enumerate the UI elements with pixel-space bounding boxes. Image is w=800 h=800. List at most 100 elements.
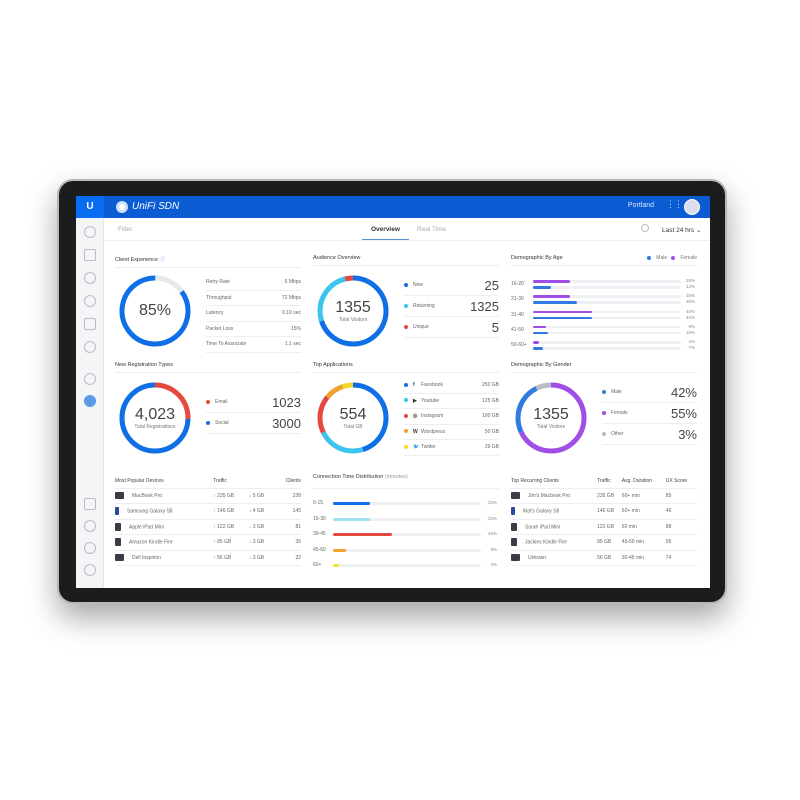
- top-applications-panel: Top Applications 554 Total GB f Facebook 25…: [313, 362, 499, 467]
- client-duration: 60+ min: [621, 503, 666, 520]
- audience-overview-panel: Audience Overview 1355 Total Visitors New…: [313, 255, 499, 360]
- metric-label: Packet Loss: [206, 325, 234, 332]
- metric-row: Throughput 72 Mbps: [206, 291, 301, 306]
- site-selector[interactable]: Portland: [627, 202, 654, 209]
- legend-dot: [602, 410, 606, 415]
- female-percent: 4%: [688, 339, 695, 345]
- donut-segment: [317, 382, 389, 454]
- table-row[interactable]: Jim's Macbook Pro 235 GB 60+ min 85: [511, 488, 697, 504]
- filter-input[interactable]: Filter: [118, 226, 133, 233]
- tab-overview[interactable]: Overview: [362, 226, 409, 240]
- female-percent: 25%: [685, 278, 695, 283]
- devices-icon[interactable]: [84, 295, 96, 307]
- client-name: Mat's Galaxy S8: [523, 508, 560, 515]
- connection-bar: [333, 502, 370, 505]
- table-row[interactable]: MacBook Pro ↑ 235 GB ↓ 5 GB 238: [115, 488, 301, 504]
- client-duration: 60+ min: [621, 488, 666, 504]
- legend-value: 3000: [272, 415, 301, 431]
- device-name: MacBook Pro: [132, 493, 163, 500]
- legend-list: New 25 Returning 1325 Unique 5: [404, 275, 499, 338]
- avatar[interactable]: [684, 199, 700, 215]
- twitter-icon: 🐦: [413, 444, 420, 451]
- apps-grid-icon[interactable]: ⋮⋮: [666, 199, 683, 209]
- legend-dot: [602, 431, 606, 436]
- table-row[interactable]: Dell Inspirion ↑ 56 GB ↓ 3 GB 22: [115, 550, 301, 566]
- table-row[interactable]: Amazon Kindle Fire ↑ 85 GB ↓ 3 GB 35: [115, 534, 301, 551]
- table-row[interactable]: Jackies Kindle Fire 85 GB 45-60 min 95: [511, 534, 697, 551]
- legend-label: Male: [611, 389, 622, 395]
- legend-label: New: [413, 282, 424, 288]
- client-traffic: 235 GB: [597, 488, 622, 504]
- metric-label: Time To Associate: [206, 341, 247, 348]
- app-name: Instagram: [421, 413, 444, 420]
- female-percent: 25%: [685, 293, 695, 299]
- download-traffic: ↓ 3 GB: [248, 550, 275, 566]
- female-bar: [533, 341, 539, 344]
- bar-track: [333, 564, 481, 567]
- connection-row: 15-30 25%: [313, 512, 499, 528]
- col-clients: Clients: [274, 474, 301, 489]
- search-icon[interactable]: [641, 224, 649, 232]
- legend-dot: [404, 444, 408, 449]
- table-row[interactable]: Unkown 56 GB 30-45 min 74: [511, 550, 697, 566]
- table-row[interactable]: Apple iPad Mini ↑ 122 GB ↓ 3 GB 81: [115, 519, 301, 535]
- calendar-icon[interactable]: [84, 498, 96, 510]
- clients-count: 35: [274, 534, 301, 551]
- tablet-icon: [511, 538, 517, 547]
- wifi-analytics-icon[interactable]: [84, 395, 96, 407]
- info-icon[interactable]: ⓘ: [159, 257, 166, 263]
- client-name: Unkown: [528, 555, 547, 562]
- range-label: 30-45: [313, 531, 326, 537]
- wordpress-icon: W: [413, 428, 418, 435]
- ubiquiti-logo[interactable]: U: [76, 196, 104, 218]
- connection-time-panel: Connection Time Distribution (minutes) 0…: [313, 474, 499, 579]
- panel-title: Client Experience ⓘ: [115, 255, 301, 268]
- age-row: 21-30 25% 30%: [511, 292, 697, 307]
- percent-label: 40%: [487, 531, 497, 536]
- insights-icon[interactable]: [84, 341, 96, 353]
- metric-value: 15%: [290, 325, 301, 332]
- notifications-bell-icon[interactable]: [84, 520, 96, 532]
- map-icon[interactable]: [84, 272, 96, 284]
- age-label: 50-60+: [511, 342, 527, 349]
- security-shield-icon[interactable]: [84, 373, 96, 385]
- app-traffic: 50 GB: [484, 428, 499, 435]
- connection-row: 45-60 9%: [313, 543, 499, 559]
- panel-title: Demographic By Age: [511, 255, 697, 266]
- time-range-select[interactable]: Last 24 hrs ⌄: [662, 227, 702, 234]
- bar-track: [333, 517, 481, 521]
- legend-value: 1023: [272, 394, 301, 410]
- statistics-icon[interactable]: [84, 249, 96, 261]
- donut-segment: [317, 275, 389, 347]
- client-score: 46: [665, 503, 697, 520]
- clients-icon[interactable]: [84, 318, 96, 330]
- dashboard-icon[interactable]: [84, 226, 96, 238]
- legend-value: 42%: [670, 384, 697, 400]
- client-traffic: 56 GB: [597, 550, 622, 566]
- devices-table: Most Popular Devices Traffic Clients MacBo…: [115, 474, 301, 566]
- download-traffic: ↓ 4 GB: [248, 503, 275, 520]
- upload-traffic: ↑ 146 GB: [213, 503, 249, 520]
- app-row: f Facebook 250 GB: [404, 378, 499, 394]
- table-row[interactable]: Sarah iPad Mini 122 GB 60 min 88: [511, 519, 697, 535]
- legend-dot: [404, 413, 408, 418]
- table-row[interactable]: Samsung Galaxy S8 ↑ 146 GB ↓ 4 GB 145: [115, 503, 301, 520]
- tab-real-time[interactable]: Real Time: [417, 226, 447, 233]
- age-label: 16-20: [511, 281, 524, 287]
- percent-label: 4%: [490, 562, 497, 567]
- table-row[interactable]: Mat's Galaxy S8 146 GB 60+ min 46: [511, 503, 697, 520]
- legend-dot: [404, 282, 408, 287]
- legend-dot: [404, 324, 408, 329]
- legend-dot: [602, 389, 606, 394]
- female-percent: 9%: [688, 323, 695, 329]
- app-name: Youtube: [421, 397, 440, 404]
- phone-icon: [511, 507, 515, 516]
- legend-value: 55%: [670, 405, 697, 421]
- chat-icon[interactable]: [84, 542, 96, 554]
- client-duration: 30-45 min: [621, 550, 666, 566]
- male-percent: 7%: [688, 345, 695, 351]
- legend-row: Male 42%: [602, 382, 697, 403]
- settings-gear-icon[interactable]: [84, 564, 96, 576]
- connection-bar: [333, 517, 370, 521]
- donut-segment: [119, 382, 191, 454]
